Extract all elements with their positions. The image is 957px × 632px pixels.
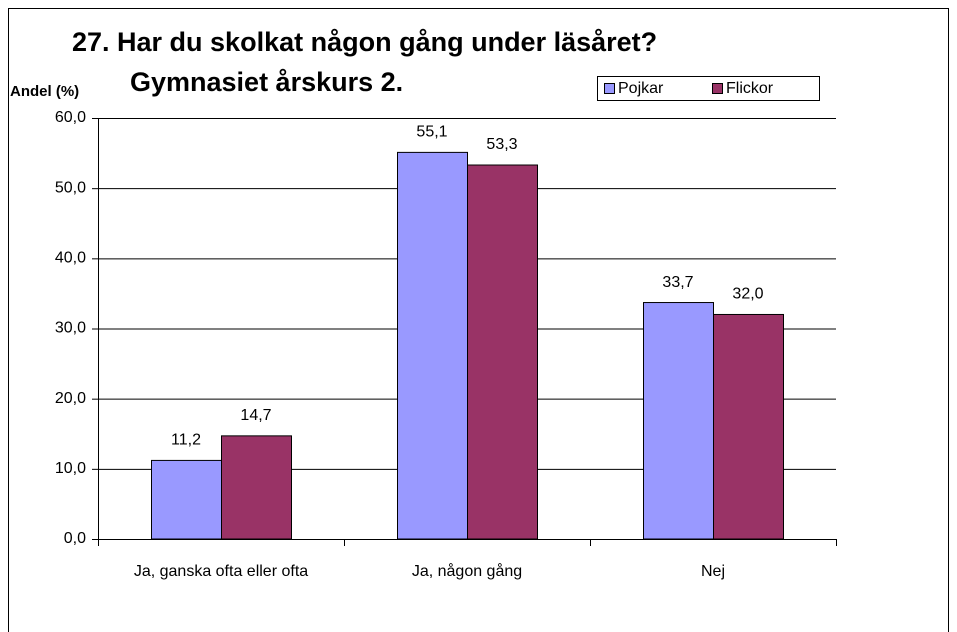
y-tick-label: 0,0 [64,530,86,547]
y-tick-label: 40,0 [55,250,86,267]
y-tick-label: 60,0 [55,109,86,126]
y-tick-label: 30,0 [55,320,86,337]
data-label: 11,2 [171,432,201,449]
legend-swatch [604,83,615,94]
x-tick-label: Ja, någon gång [411,563,523,580]
bar [221,435,292,540]
bar [151,459,222,540]
frame [8,8,949,632]
chart-title: 27. Har du skolkat någon gång under läså… [72,27,657,57]
bar [397,151,468,540]
chart-subtitle: Gymnasiet årskurs 2. [130,67,403,97]
legend-label: Pojkar [618,80,664,97]
data-label: 55,1 [416,124,447,141]
y-axis-label: Andel (%) [10,83,79,100]
data-label: 33,7 [662,274,693,291]
bar [643,302,714,540]
data-label: 32,0 [732,286,763,303]
bar [713,313,784,540]
x-tick-label: Ja, ganska ofta eller ofta [133,563,309,580]
bar [467,164,538,540]
legend-box [597,76,820,101]
legend-label: Flickor [726,80,774,97]
y-tick-label: 50,0 [55,179,86,196]
y-tick-label: 10,0 [55,460,86,477]
x-tick-label: Nej [700,563,725,580]
y-tick-label: 20,0 [55,390,86,407]
data-label: 53,3 [486,136,517,153]
legend-swatch [712,83,723,94]
data-label: 14,7 [240,407,271,424]
